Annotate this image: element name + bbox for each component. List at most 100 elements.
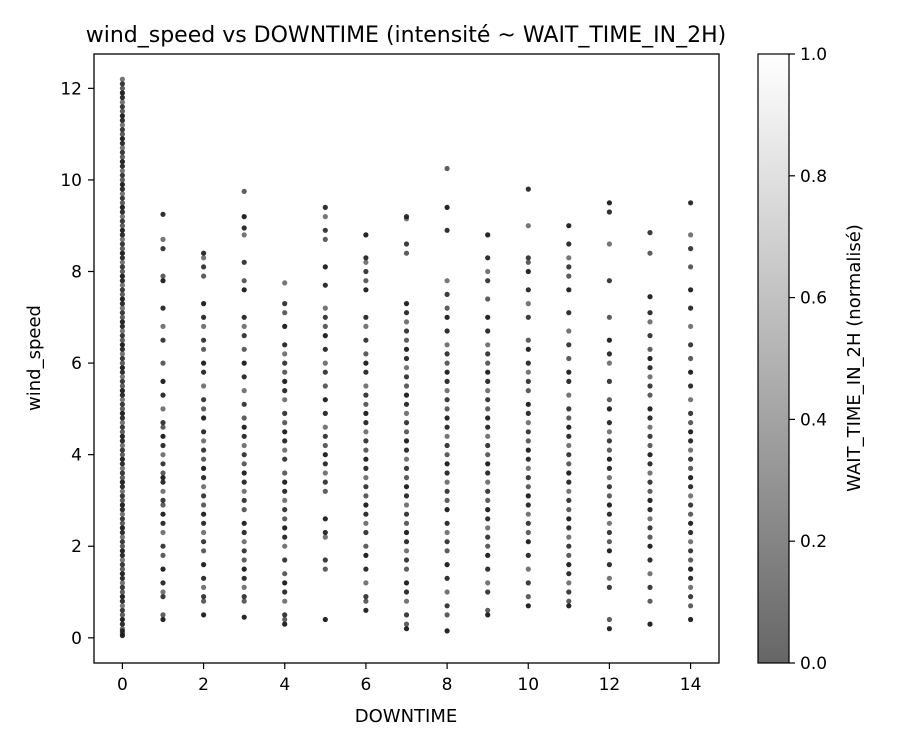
scatter-point	[566, 461, 572, 467]
scatter-point	[119, 104, 125, 110]
scatter-point	[647, 415, 653, 421]
scatter-point	[282, 612, 288, 618]
scatter-point	[606, 484, 613, 490]
scatter-point	[241, 346, 247, 352]
scatter-point	[566, 589, 572, 595]
scatter-point	[444, 227, 450, 233]
scatter-point	[119, 81, 125, 87]
scatter-point	[201, 323, 207, 329]
scatter-point	[119, 319, 125, 325]
scatter-point	[363, 475, 369, 481]
scatter-point	[688, 557, 694, 563]
scatter-point	[160, 278, 166, 284]
scatter-point	[241, 333, 247, 339]
scatter-point	[282, 429, 288, 435]
scatter-point	[119, 392, 125, 398]
scatter-point	[282, 310, 288, 316]
scatter-point	[485, 388, 491, 394]
scatter-point	[525, 447, 531, 453]
scatter-point	[525, 369, 531, 375]
scatter-point	[119, 621, 125, 627]
scatter-point	[119, 475, 125, 481]
scatter-point	[241, 598, 247, 604]
scatter-point	[201, 250, 207, 256]
scatter-point	[566, 223, 572, 229]
scatter-point	[201, 584, 207, 591]
scatter-point	[566, 571, 572, 577]
scatter-point	[363, 401, 369, 407]
scatter-point	[363, 465, 369, 471]
scatter-point	[566, 497, 572, 503]
scatter-point	[119, 429, 125, 435]
scatter-point	[119, 200, 125, 206]
scatter-point	[119, 337, 125, 343]
scatter-point	[363, 360, 369, 366]
scatter-point	[241, 557, 247, 563]
scatter-point	[201, 337, 207, 343]
scatter-point	[525, 438, 531, 444]
scatter-point	[363, 566, 369, 572]
scatter-point	[201, 397, 207, 403]
scatter-point	[444, 548, 450, 554]
scatter-point	[485, 406, 491, 412]
scatter-point	[119, 214, 125, 220]
scatter-point	[119, 461, 125, 467]
scatter-point	[119, 232, 125, 238]
scatter-point	[444, 397, 450, 403]
colorbar-ticks: 0.0 0.2 0.4 0.6 0.8 1.0	[789, 45, 827, 674]
scatter-point	[647, 507, 653, 513]
scatter-point	[647, 250, 653, 256]
scatter-point	[160, 406, 166, 412]
scatter-point	[201, 598, 207, 604]
scatter-point	[525, 223, 531, 229]
scatter-point	[119, 507, 125, 513]
scatter-point	[282, 388, 288, 394]
scatter-point	[525, 603, 531, 609]
scatter-point	[363, 594, 369, 600]
scatter-point	[525, 360, 531, 366]
scatter-point	[119, 310, 125, 316]
scatter-point	[525, 502, 531, 508]
scatter-point	[282, 420, 288, 426]
colorbar-tick-label: 1.0	[800, 45, 827, 65]
scatter-point	[606, 475, 613, 481]
scatter-point	[119, 612, 125, 618]
scatter-point	[444, 539, 450, 545]
scatter-point	[201, 520, 207, 526]
scatter-point	[119, 388, 125, 394]
scatter-point	[647, 516, 653, 522]
scatter-point	[606, 539, 613, 545]
scatter-point	[160, 552, 166, 559]
scatter-point	[363, 529, 369, 536]
scatter-point	[201, 548, 207, 554]
scatter-point	[688, 410, 694, 416]
scatter-point	[444, 165, 450, 172]
scatter-point	[282, 342, 288, 348]
scatter-point	[322, 566, 328, 572]
scatter-point	[566, 603, 572, 609]
scatter-point	[363, 580, 369, 586]
scatter-point	[606, 529, 613, 536]
scatter-point	[119, 296, 125, 302]
scatter-point	[119, 113, 125, 119]
scatter-point	[282, 397, 288, 403]
scatter-point	[119, 301, 125, 307]
scatter-point	[119, 355, 125, 362]
scatter-point	[525, 268, 531, 275]
scatter-point	[119, 452, 125, 458]
scatter-point	[566, 406, 572, 412]
scatter-point	[688, 246, 694, 252]
scatter-point	[241, 479, 247, 485]
scatter-point	[403, 328, 410, 334]
scatter-point	[241, 584, 247, 591]
scatter-point	[566, 534, 572, 540]
scatter-point	[322, 346, 328, 352]
scatter-point	[322, 433, 328, 439]
scatter-point	[444, 488, 450, 494]
scatter-point	[403, 456, 410, 462]
scatter-point	[119, 323, 125, 329]
scatter-point	[403, 355, 410, 362]
scatter-point	[119, 163, 125, 169]
scatter-point	[119, 209, 125, 215]
